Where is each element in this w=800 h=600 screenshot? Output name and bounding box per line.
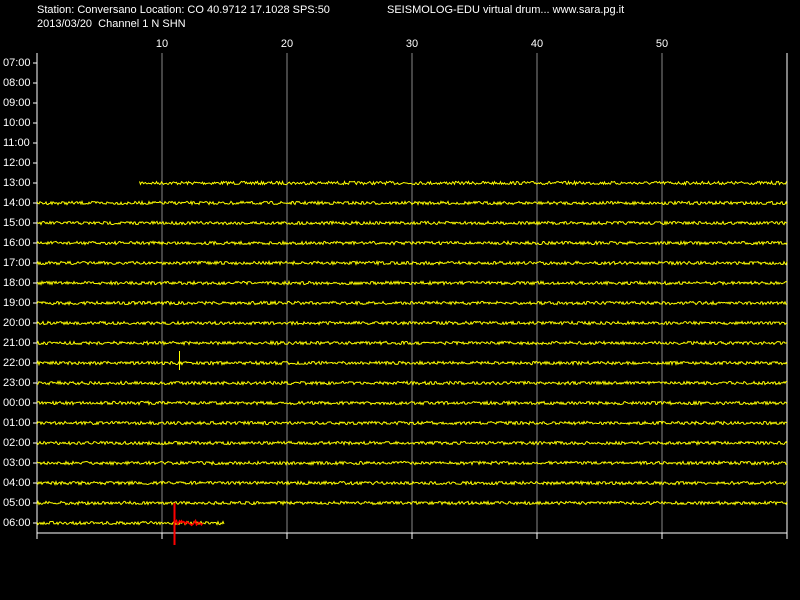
row-label: 01:00 bbox=[3, 417, 31, 429]
trace bbox=[36, 479, 788, 487]
trace bbox=[36, 320, 787, 327]
trace bbox=[139, 179, 787, 187]
trace bbox=[36, 499, 788, 507]
row-label: 15:00 bbox=[3, 217, 31, 229]
row-label: 17:00 bbox=[3, 257, 31, 269]
trace bbox=[36, 380, 788, 386]
trace bbox=[36, 259, 788, 267]
x-tick-label: 40 bbox=[531, 38, 543, 50]
row-label: 14:00 bbox=[3, 197, 31, 209]
trace bbox=[36, 219, 788, 226]
chart-subtitle: SEISMOLOG-EDU virtual drum... www.sara.p… bbox=[387, 4, 624, 16]
x-tick-label: 50 bbox=[656, 38, 668, 50]
trace bbox=[36, 239, 788, 247]
row-label: 08:00 bbox=[3, 77, 31, 89]
x-tick-label: 20 bbox=[281, 38, 293, 50]
trace bbox=[36, 279, 788, 287]
row-label: 06:00 bbox=[3, 517, 31, 529]
date-line: 2013/03/20 Channel 1 N SHN bbox=[37, 18, 186, 30]
row-label: 19:00 bbox=[3, 297, 31, 309]
row-label: 11:00 bbox=[3, 137, 30, 149]
x-tick-label: 30 bbox=[406, 38, 418, 50]
trace bbox=[36, 399, 788, 407]
chart-title: Station: Conversano Location: CO 40.9712… bbox=[37, 4, 330, 16]
row-label: 20:00 bbox=[3, 317, 31, 329]
row-label: 03:00 bbox=[3, 457, 31, 469]
trace bbox=[36, 299, 788, 307]
row-label: 07:00 bbox=[3, 57, 31, 69]
row-label: 05:00 bbox=[3, 497, 31, 509]
x-tick-label: 10 bbox=[156, 38, 168, 50]
row-label: 13:00 bbox=[3, 177, 31, 189]
trace bbox=[36, 439, 788, 447]
row-label: 00:00 bbox=[3, 397, 31, 409]
row-label: 16:00 bbox=[3, 237, 31, 249]
trace bbox=[36, 459, 788, 466]
row-label: 23:00 bbox=[3, 377, 31, 389]
row-label: 12:00 bbox=[3, 157, 31, 169]
trace bbox=[36, 339, 788, 347]
row-label: 21:00 bbox=[3, 337, 31, 349]
event-trace bbox=[179, 361, 183, 365]
trace bbox=[36, 359, 788, 367]
row-label: 22:00 bbox=[3, 357, 31, 369]
event-trace bbox=[173, 518, 204, 527]
row-label: 04:00 bbox=[3, 477, 31, 489]
row-label: 18:00 bbox=[3, 277, 31, 289]
row-label: 02:00 bbox=[3, 437, 31, 449]
row-label: 10:00 bbox=[3, 117, 31, 129]
trace bbox=[36, 420, 788, 426]
row-label: 09:00 bbox=[3, 97, 31, 109]
trace bbox=[36, 199, 788, 206]
